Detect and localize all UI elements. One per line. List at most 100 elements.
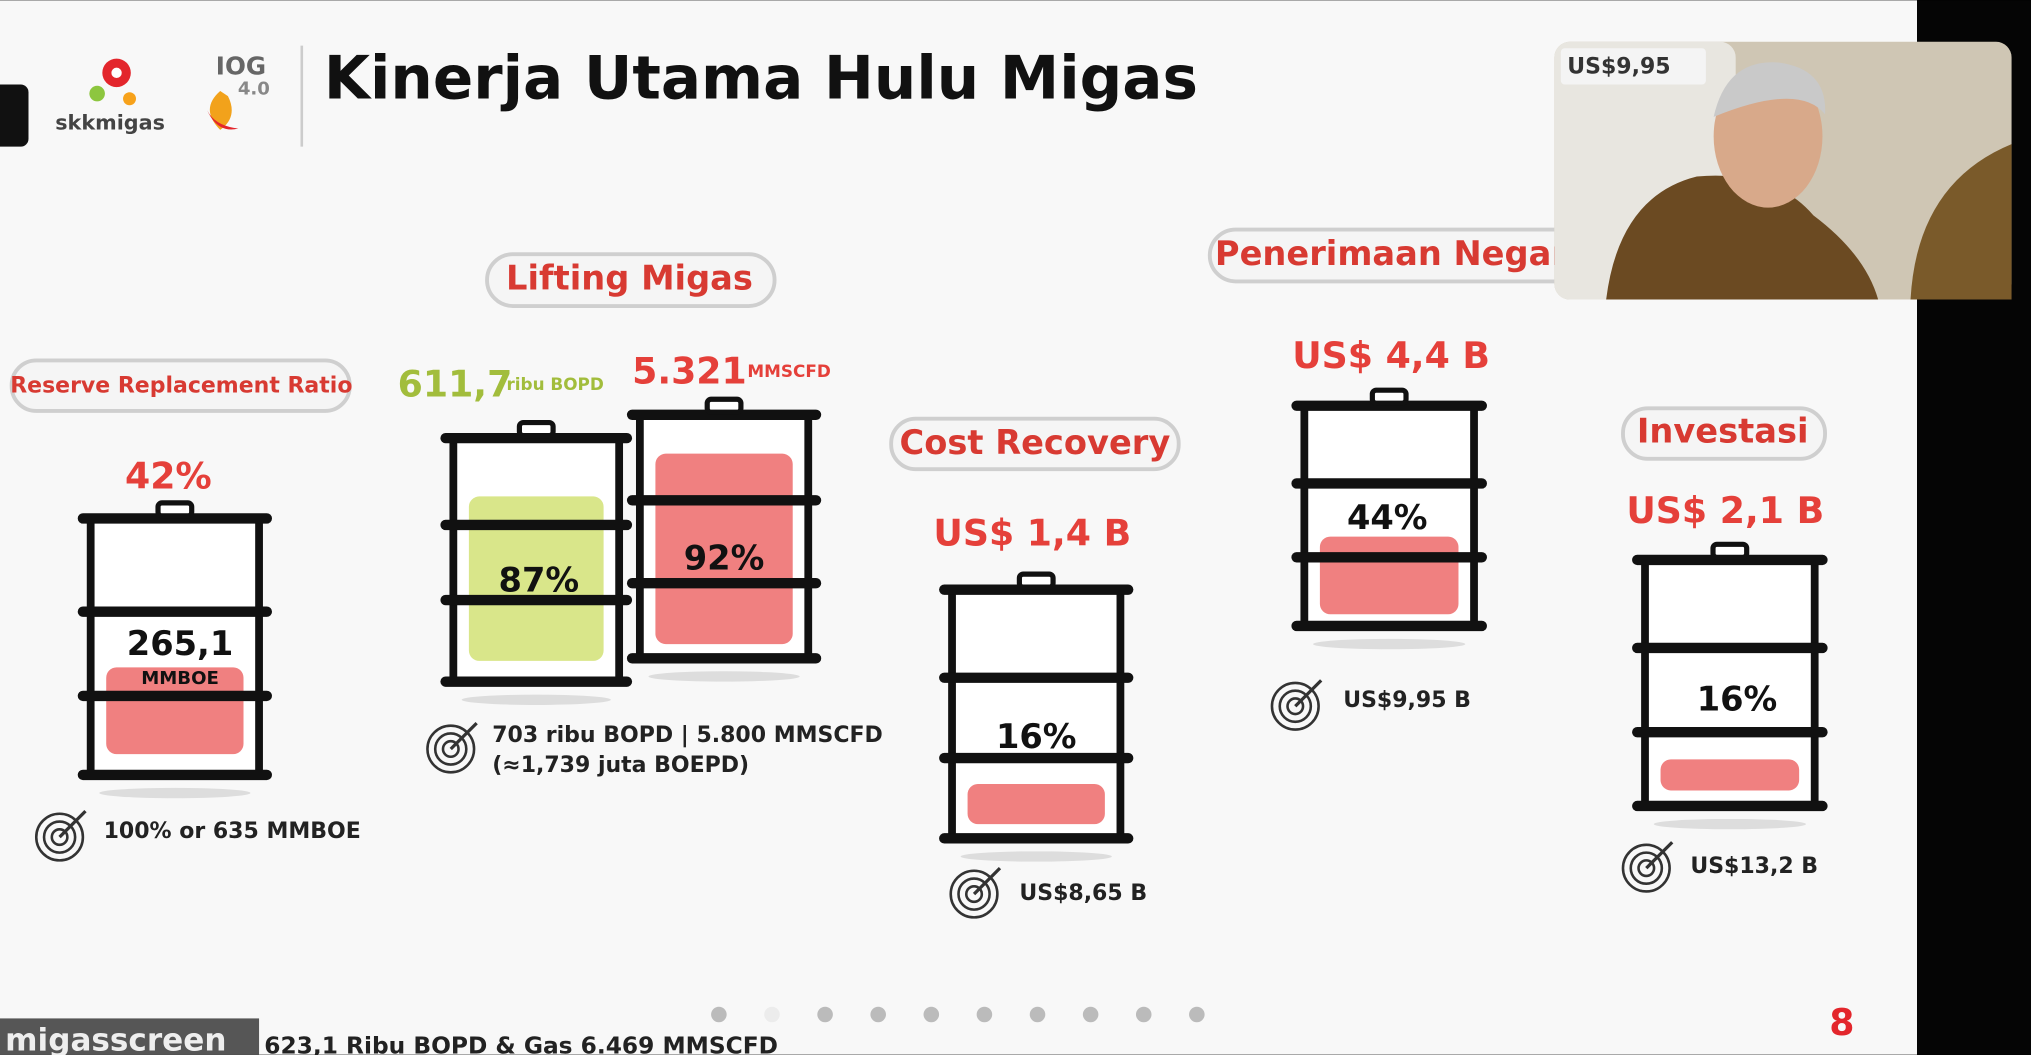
target-arrow xyxy=(972,867,1002,896)
pagination-dot xyxy=(1029,1006,1046,1023)
logo2-version: 4.0 xyxy=(238,79,270,100)
headline: US$ 4,4 B xyxy=(1292,334,1490,377)
target-ring xyxy=(1286,697,1305,716)
screen-label-bg xyxy=(0,1018,260,1055)
barrel-percent: 16% xyxy=(1697,680,1778,719)
target-icon xyxy=(1270,679,1323,731)
targets xyxy=(34,679,1674,919)
pagination xyxy=(711,1006,1205,1023)
barrel-fill xyxy=(1319,536,1459,615)
target-ring xyxy=(433,732,468,766)
barrel-percent: 16% xyxy=(996,717,1077,756)
barrel-fill xyxy=(967,783,1105,825)
oil-unit: ribu BOPD xyxy=(506,374,603,394)
target-ring xyxy=(957,877,991,911)
target-ring xyxy=(1629,851,1664,885)
video-tile: US$9,95 xyxy=(1554,41,2012,300)
barrel xyxy=(440,419,633,705)
barrel-cap xyxy=(1369,387,1409,406)
headline: 42% xyxy=(125,454,212,497)
barrel-shadow xyxy=(461,694,611,705)
barrel-cap xyxy=(704,396,744,415)
pill-label: Lifting Migas xyxy=(506,259,753,298)
barrel xyxy=(626,396,822,682)
target-icon xyxy=(1621,841,1674,893)
barrel-percent: 87% xyxy=(499,560,580,599)
pagination-dot xyxy=(1082,1006,1099,1023)
logo-dot xyxy=(89,85,105,102)
video-person xyxy=(1606,175,1879,300)
pill-label: Cost Recovery xyxy=(900,423,1171,462)
logo2-flame xyxy=(209,90,232,130)
target-ring xyxy=(1621,843,1671,893)
target-ring xyxy=(1637,859,1656,878)
pagination-dot xyxy=(1135,1006,1152,1023)
logo-dot xyxy=(123,92,137,106)
target-text: US$13,2 B xyxy=(1690,854,1818,879)
gas-value: 5.321 xyxy=(632,349,747,392)
screen-label: migasscreen xyxy=(5,1023,226,1055)
target-ring xyxy=(50,828,69,847)
target-icon xyxy=(949,867,1002,919)
barrel xyxy=(939,571,1134,862)
target-text: 100% or 635 MMBOE xyxy=(104,819,361,844)
side-tab xyxy=(0,84,29,147)
headline: US$ 1,4 B xyxy=(933,511,1131,554)
pill-label: Penerimaan Negara xyxy=(1215,234,1591,273)
logo-text: skkmigas xyxy=(55,110,165,134)
barrel-shadow xyxy=(1313,638,1466,650)
barrel xyxy=(1291,387,1487,650)
target-ring xyxy=(426,724,476,774)
barrel-labels: 265,1 MMBOE 87% 92% 16% 44% 16% xyxy=(127,498,1777,756)
target-ring xyxy=(42,820,77,854)
barrel-cap xyxy=(1016,571,1056,590)
pagination-dot xyxy=(923,1006,940,1023)
barrel-fill xyxy=(1660,759,1800,791)
barrel-fill xyxy=(106,667,244,755)
headline: US$ 2,1 B xyxy=(1626,489,1824,532)
video-person2 xyxy=(1910,144,2012,300)
barrel-shadow xyxy=(99,787,251,799)
pill xyxy=(1621,406,1827,461)
target-note: (≈1,739 juta BOEPD) xyxy=(492,753,749,778)
target-ring xyxy=(34,812,85,862)
target-ring xyxy=(964,884,984,904)
logo2-text: IOG xyxy=(216,52,266,81)
oil-value: 611,7 xyxy=(398,362,513,405)
pagination-dot xyxy=(870,1006,886,1023)
target-text: US$8,65 B xyxy=(1019,881,1147,906)
logo2-flame xyxy=(207,110,239,130)
barrel-value: 265,1 xyxy=(127,624,233,663)
pill-label: Reserve Replacement Ratio xyxy=(10,373,352,398)
target-arrow xyxy=(58,810,87,839)
barrel-unit: MMBOE xyxy=(141,668,219,689)
video-hair xyxy=(1713,62,1826,117)
logo-pin-hole xyxy=(111,67,122,79)
pagination-dot xyxy=(976,1006,993,1023)
pill xyxy=(485,252,777,308)
barrel-fill xyxy=(468,496,604,661)
target-ring xyxy=(441,739,460,759)
target-text: US$9,95 B xyxy=(1343,688,1471,713)
gas-unit: MMSCFD xyxy=(747,361,830,381)
video-overlay-text: US$9,95 xyxy=(1567,55,1670,80)
target-ring xyxy=(1270,681,1320,731)
footer-note: 623,1 Ribu BOPD & Gas 6.469 MMSCFD xyxy=(264,1032,778,1055)
barrels xyxy=(77,387,1828,862)
barrel-cap xyxy=(155,500,195,519)
target-icon xyxy=(426,721,478,774)
pagination-dot xyxy=(1189,1006,1205,1023)
barrel-shadow xyxy=(648,671,800,682)
page-number: 8 xyxy=(1829,1001,1854,1044)
barrel xyxy=(77,500,273,799)
title: Kinerja Utama Hulu Migas xyxy=(324,45,1198,114)
target-text: 703 ribu BOPD | 5.800 MMSCFD xyxy=(492,723,883,748)
barrel-cap xyxy=(516,419,556,439)
barrel-shadow xyxy=(1653,818,1807,830)
barrel-cap xyxy=(1710,541,1750,560)
pagination-dot xyxy=(764,1006,780,1023)
barrel-shadow xyxy=(960,851,1112,862)
pagination-dot xyxy=(711,1006,727,1023)
